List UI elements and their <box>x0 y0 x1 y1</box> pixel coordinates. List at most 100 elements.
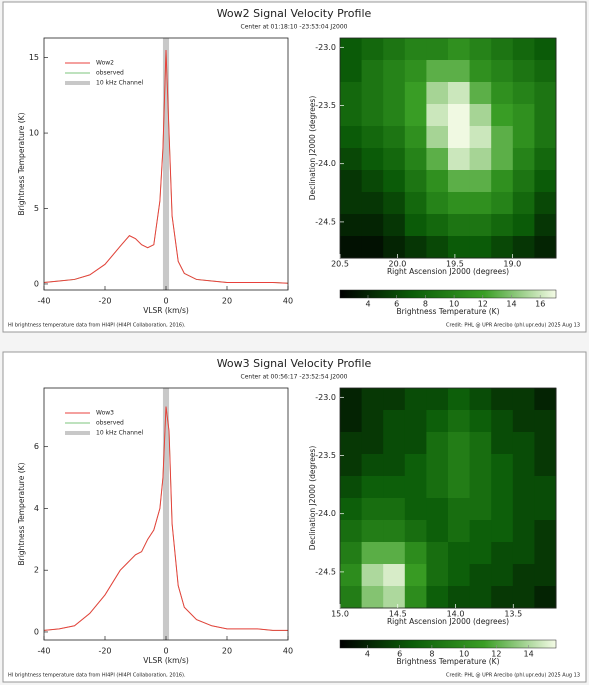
heat-cell <box>340 432 363 455</box>
heat-cell <box>448 214 471 237</box>
heat-cell <box>404 126 427 149</box>
heat-cell <box>448 170 471 193</box>
heat-cell <box>340 388 363 411</box>
colorbar-tick-label: 14 <box>524 650 534 659</box>
heat-cell <box>404 564 427 587</box>
heat-cell <box>340 586 363 609</box>
heat-cell <box>361 498 384 521</box>
heat-cell <box>534 126 557 149</box>
heat-cell <box>383 542 406 565</box>
heat-cell <box>491 498 514 521</box>
heat-cell <box>469 498 492 521</box>
x-tick-label: 20.0 <box>389 260 407 269</box>
heat-cell <box>491 476 514 499</box>
y-tick-label: -24.0 <box>315 159 336 168</box>
heat-cell <box>534 586 557 609</box>
heat-cell <box>404 476 427 499</box>
heat-cell <box>469 192 492 215</box>
heat-cell <box>361 214 384 237</box>
heat-cell <box>383 410 406 433</box>
heat-cell <box>534 564 557 587</box>
heat-cell <box>512 170 535 193</box>
heat-cell <box>491 542 514 565</box>
heat-cell <box>361 192 384 215</box>
heat-cell <box>426 432 449 455</box>
heat-frame <box>339 387 557 609</box>
heat-cell <box>383 564 406 587</box>
heat-cell <box>426 476 449 499</box>
heat-cell <box>340 170 363 193</box>
heat-cell <box>469 38 492 61</box>
x-tick-label: 13.5 <box>504 610 522 619</box>
heat-cell <box>491 586 514 609</box>
heat-cell <box>340 82 363 105</box>
heat-cell <box>340 126 363 149</box>
heat-cell <box>448 82 471 105</box>
heat-cell <box>448 542 471 565</box>
heat-cell <box>340 520 363 543</box>
heat-cell <box>448 60 471 83</box>
heat-cell <box>340 60 363 83</box>
heat-cell <box>448 388 471 411</box>
heat-cell <box>448 104 471 127</box>
x-tick-label: 40 <box>283 297 293 306</box>
heat-cell <box>534 498 557 521</box>
heat-cell <box>491 564 514 587</box>
heat-cell <box>404 214 427 237</box>
heat-cell <box>512 498 535 521</box>
heat-cell <box>426 388 449 411</box>
y-tick-label: 2 <box>34 566 39 575</box>
heat-cell <box>491 38 514 61</box>
heat-cell <box>426 126 449 149</box>
heat-cell <box>491 454 514 477</box>
heat-cell <box>340 192 363 215</box>
heat-cell <box>512 432 535 455</box>
heat-cell <box>340 148 363 171</box>
y-tick-label: 0 <box>34 627 39 636</box>
x-tick-label: 0 <box>163 297 168 306</box>
heat-cell <box>340 104 363 127</box>
heat-cell <box>426 104 449 127</box>
y-tick-label: 10 <box>29 129 39 138</box>
heat-cell <box>469 148 492 171</box>
y-tick-label: -23.0 <box>315 43 336 52</box>
colorbar-tick-label: 8 <box>423 300 428 309</box>
heat-cell <box>426 236 449 259</box>
heat-cell <box>340 564 363 587</box>
channel-band <box>162 388 170 640</box>
heat-cell <box>491 388 514 411</box>
y-axis-label: Brightness Temperature (K) <box>17 462 26 565</box>
heat-cell <box>491 170 514 193</box>
heat-cell <box>426 586 449 609</box>
heat-cell <box>469 126 492 149</box>
heat-cell <box>448 236 471 259</box>
heat-cell <box>534 104 557 127</box>
heat-cell <box>512 60 535 83</box>
heat-cell <box>512 454 535 477</box>
y-axis-label: Brightness Temperature (K) <box>17 112 26 215</box>
heat-cell <box>469 388 492 411</box>
heat-cell <box>361 432 384 455</box>
panel-title: Wow2 Signal Velocity Profile <box>217 7 372 20</box>
heat-cell <box>534 454 557 477</box>
panel-title: Wow3 Signal Velocity Profile <box>217 357 372 370</box>
data-note: HI brightness temperature data from HI4P… <box>8 673 186 679</box>
heat-cell <box>340 542 363 565</box>
heat-cell <box>448 586 471 609</box>
heat-cell <box>448 148 471 171</box>
heat-cell <box>491 432 514 455</box>
x-axis-label: Right Ascension J2000 (degrees) <box>387 267 509 276</box>
heat-cell <box>448 432 471 455</box>
heat-cell <box>426 38 449 61</box>
heat-cell <box>383 520 406 543</box>
y-tick-label: 0 <box>34 279 39 288</box>
heat-cell <box>512 192 535 215</box>
heat-cell <box>491 60 514 83</box>
heat-cell <box>491 192 514 215</box>
heat-cell <box>512 410 535 433</box>
colorbar-tick-label: 10 <box>459 650 469 659</box>
heat-cell <box>491 214 514 237</box>
heat-cell <box>383 192 406 215</box>
heat-cell <box>361 520 384 543</box>
